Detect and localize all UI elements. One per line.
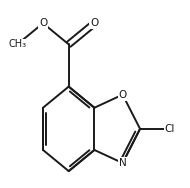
Text: O: O bbox=[39, 18, 47, 28]
Text: CH₃: CH₃ bbox=[8, 39, 26, 49]
Text: O: O bbox=[90, 18, 99, 28]
Text: Cl: Cl bbox=[165, 124, 175, 134]
Text: O: O bbox=[119, 90, 127, 100]
Text: N: N bbox=[119, 158, 127, 168]
